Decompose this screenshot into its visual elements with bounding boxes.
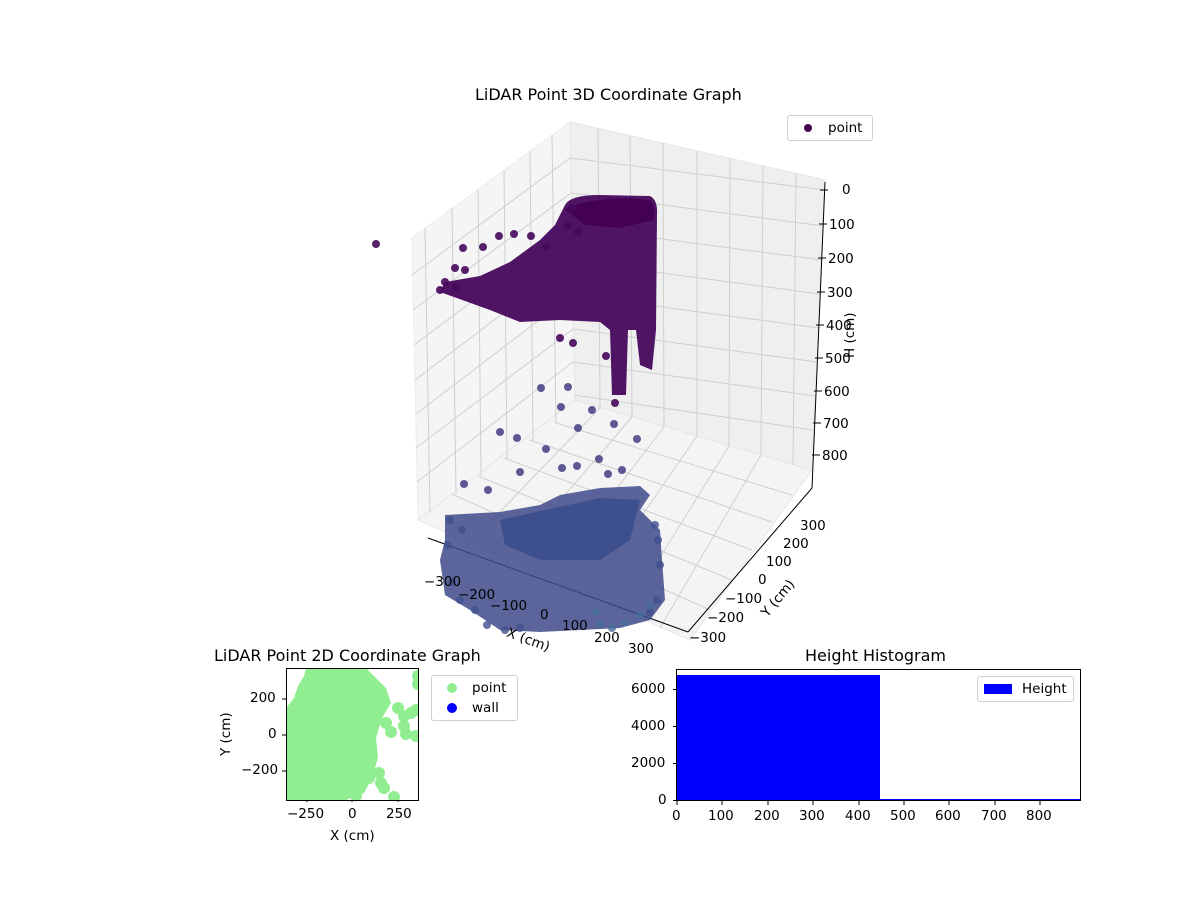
plot2d-xtick-0: 0 — [348, 806, 357, 822]
plot3d-points-floor — [440, 486, 665, 634]
plot2d-xtick-250: 250 — [386, 806, 412, 822]
plot3d-zticks — [812, 189, 828, 456]
ztick-800: 800 — [822, 448, 848, 464]
ztick-0: 0 — [842, 182, 851, 198]
ytick-0: 0 — [758, 572, 767, 588]
ytick-neg300: −300 — [689, 630, 727, 646]
hist-xtick-300: 300 — [799, 808, 825, 824]
plot3d-points-mid — [460, 383, 641, 494]
ytick-neg200: −200 — [707, 610, 745, 626]
plot2d-ytick-200: 200 — [250, 690, 276, 706]
hist-xtick-200: 200 — [754, 808, 780, 824]
ytick-300: 300 — [800, 518, 826, 534]
plot3d-legend: point — [787, 115, 873, 141]
ztick-100: 100 — [829, 217, 855, 233]
xtick-200: 200 — [594, 630, 620, 646]
histogram-ticks — [673, 689, 1041, 805]
xtick-0: 0 — [540, 607, 549, 623]
xtick-300: 300 — [628, 641, 654, 657]
hist-xtick-800: 800 — [1026, 808, 1052, 824]
plot2d-ytick-0: 0 — [268, 726, 277, 742]
ztick-400: 400 — [826, 318, 852, 334]
ztick-300: 300 — [827, 285, 853, 301]
plot2d-xlabel: X (cm) — [330, 828, 375, 844]
hist-xtick-600: 600 — [935, 808, 961, 824]
xtick-100: 100 — [562, 618, 588, 634]
legend-wall-marker-icon — [447, 703, 457, 713]
ztick-500: 500 — [825, 351, 851, 367]
histogram-bars — [677, 675, 1080, 801]
ztick-600: 600 — [824, 384, 850, 400]
legend-point-label: point — [828, 120, 863, 136]
plot3d-title: LiDAR Point 3D Coordinate Graph — [475, 85, 742, 104]
hist-xtick-100: 100 — [708, 808, 734, 824]
plot2d-legend: point wall — [431, 675, 518, 721]
ytick-200: 200 — [783, 536, 809, 552]
plot3d-points-upper — [440, 195, 658, 395]
hist-xtick-0: 0 — [672, 808, 681, 824]
plot3d-canvas[interactable] — [0, 0, 1200, 660]
plot2d-title: LiDAR Point 2D Coordinate Graph — [214, 646, 481, 665]
legend-point-label: point — [472, 680, 507, 696]
histogram-frame — [676, 669, 1081, 801]
hist-xtick-500: 500 — [890, 808, 916, 824]
plot3d-points-sparse — [372, 204, 619, 407]
plot2d-ticks — [282, 698, 399, 802]
plot2d-canvas[interactable] — [286, 668, 420, 802]
ytick-neg100: −100 — [725, 591, 763, 607]
xtick-neg100: −100 — [490, 598, 528, 614]
ytick-100: 100 — [766, 554, 792, 570]
legend-height-label: Height — [1022, 681, 1067, 697]
histogram-legend: Height — [977, 676, 1074, 702]
plot2d-xtick-neg250: −250 — [287, 806, 325, 822]
plot2d-ylabel: Y (cm) — [218, 712, 234, 756]
legend-height-patch-icon — [984, 684, 1012, 694]
plot2d-points — [286, 668, 418, 800]
hist-xtick-400: 400 — [845, 808, 871, 824]
plot2d-frame — [286, 668, 419, 801]
legend-point-marker-icon — [804, 124, 812, 132]
ztick-700: 700 — [823, 416, 849, 432]
hist-xtick-700: 700 — [981, 808, 1007, 824]
hist-ytick-6000: 6000 — [631, 681, 666, 697]
ztick-200: 200 — [828, 251, 854, 267]
histogram-canvas[interactable] — [672, 666, 1082, 806]
legend-wall-label: wall — [472, 700, 499, 716]
plot3d-zlabel: H (cm) — [842, 312, 858, 358]
legend-point-marker-icon — [447, 683, 457, 693]
plot2d-ytick-neg200: −200 — [241, 762, 279, 778]
xtick-neg300: −300 — [424, 574, 462, 590]
hist-ytick-4000: 4000 — [631, 718, 666, 734]
xtick-neg200: −200 — [458, 587, 496, 603]
hist-ytick-0: 0 — [658, 792, 667, 808]
histogram-title: Height Histogram — [805, 646, 946, 665]
histogram-bar-0-450 — [677, 675, 880, 801]
hist-ytick-2000: 2000 — [631, 755, 666, 771]
